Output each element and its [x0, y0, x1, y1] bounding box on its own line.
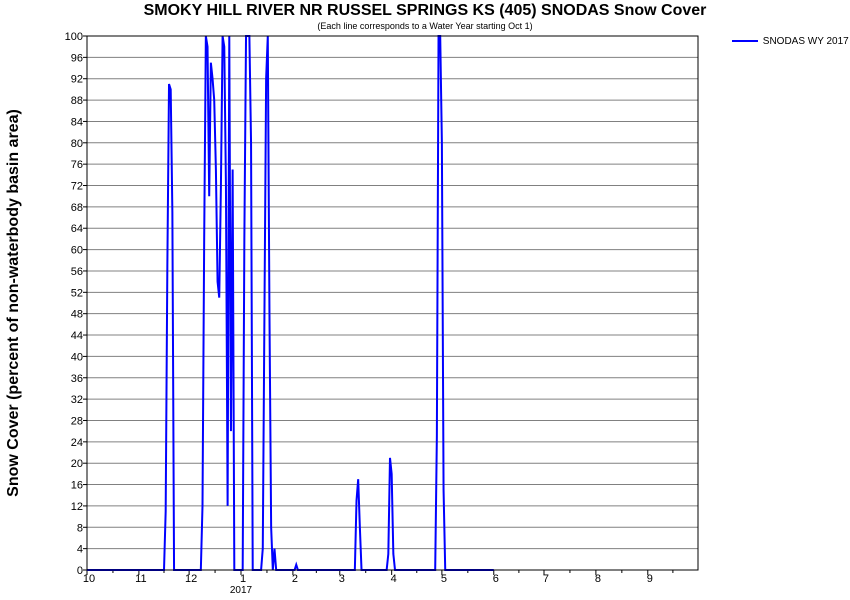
y-tick-label: 20 — [71, 458, 83, 470]
plot-border — [86, 35, 699, 571]
y-tick-label: 52 — [71, 287, 83, 299]
y-tick-label: 84 — [71, 116, 83, 128]
x-tick-label: 2 — [292, 573, 298, 585]
legend-swatch — [732, 40, 758, 43]
y-tick-label: 28 — [71, 415, 83, 427]
y-tick-label: 44 — [71, 330, 83, 342]
legend-label: SNODAS WY 2017 — [762, 36, 849, 47]
legend: SNODAS WY 2017 — [732, 36, 849, 47]
x-tick-label: 6 — [493, 573, 499, 585]
y-tick-label: 88 — [71, 95, 83, 107]
chart-subtitle: (Each line corresponds to a Water Year s… — [317, 21, 533, 31]
x-tick-label: 12 — [185, 573, 197, 585]
x-tick-label: 8 — [595, 573, 601, 585]
y-tick-label: 96 — [71, 52, 83, 64]
x-tick-label: 7 — [543, 573, 549, 585]
y-tick-label: 76 — [71, 159, 83, 171]
x-tick-label: 1 — [240, 573, 246, 585]
y-tick-label: 0 — [77, 565, 83, 577]
y-tick-label: 92 — [71, 74, 83, 86]
x-tick-label: 11 — [135, 573, 146, 585]
y-tick-label: 8 — [77, 522, 83, 534]
x-tick-label: 10 — [83, 573, 95, 585]
x-year-label: 2017 — [230, 585, 253, 596]
y-tick-label: 12 — [71, 501, 83, 513]
y-tick-label: 60 — [71, 245, 83, 257]
y-tick-label: 68 — [71, 202, 83, 214]
y-tick-label: 100 — [65, 31, 83, 43]
x-tick-label: 3 — [339, 573, 345, 585]
y-tick-label: 36 — [71, 373, 83, 385]
y-tick-label: 80 — [71, 138, 83, 150]
y-tick-label: 48 — [71, 309, 83, 321]
y-tick-label: 40 — [71, 351, 83, 363]
y-tick-label: 32 — [71, 394, 83, 406]
series-line — [87, 35, 494, 571]
y-tick-label: 56 — [71, 266, 83, 278]
x-tick-label: 4 — [391, 573, 397, 585]
y-tick-label: 24 — [71, 437, 83, 449]
y-tick-label: 64 — [71, 223, 83, 235]
x-tick-label: 9 — [647, 573, 653, 585]
chart-title: SMOKY HILL RIVER NR RUSSEL SPRINGS KS (4… — [143, 2, 707, 19]
y-tick-label: 72 — [71, 181, 83, 193]
y-tick-label: 4 — [77, 544, 83, 556]
x-tick-label: 5 — [441, 573, 447, 585]
y-tick-label: 16 — [71, 480, 83, 492]
